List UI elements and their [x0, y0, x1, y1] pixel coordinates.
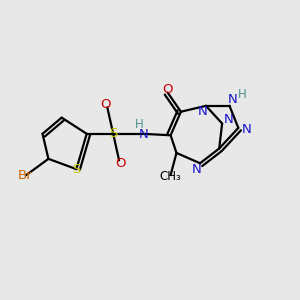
Text: O: O	[162, 83, 173, 96]
Text: N: N	[228, 93, 237, 106]
Text: H: H	[135, 118, 144, 131]
Text: Br: Br	[17, 169, 32, 182]
Text: CH₃: CH₃	[160, 170, 182, 183]
Text: S: S	[109, 127, 117, 140]
Text: N: N	[192, 163, 202, 176]
Text: N: N	[138, 128, 148, 141]
Text: O: O	[100, 98, 111, 111]
Text: N: N	[242, 123, 251, 136]
Text: N: N	[198, 105, 208, 118]
Text: S: S	[72, 163, 81, 176]
Text: O: O	[115, 157, 126, 170]
Text: N: N	[224, 113, 233, 127]
Text: H: H	[238, 88, 246, 101]
